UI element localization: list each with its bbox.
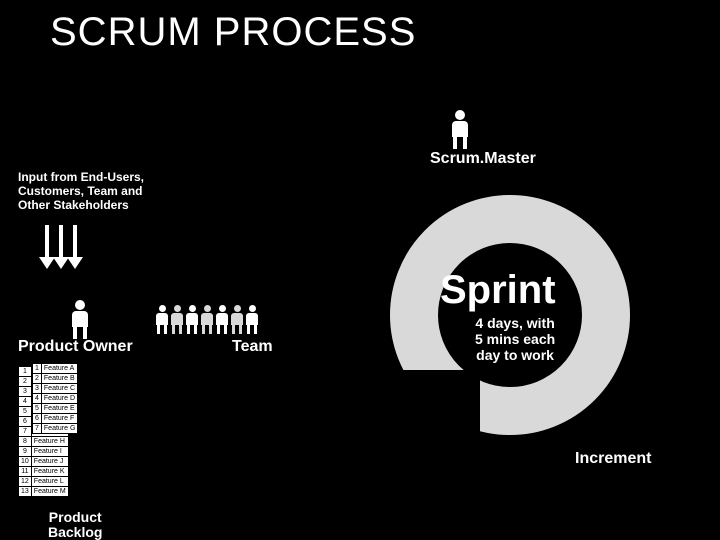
team-member-icon — [170, 305, 184, 335]
sprint-sub-line2: 5 mins each — [475, 331, 555, 347]
arrow-down-icon — [45, 225, 49, 257]
sprint-gap — [380, 370, 480, 450]
team-member-icon — [185, 305, 199, 335]
pb-label-line1: Product — [49, 509, 102, 525]
table-row: 9Feature I — [19, 447, 69, 457]
scrummaster-label: Scrum.Master — [430, 150, 536, 168]
product-backlog-label: Product Backlog — [48, 510, 102, 540]
team-member-icon — [245, 305, 259, 335]
sprint-label: Sprint — [440, 268, 556, 313]
table-row: 12Feature L — [19, 477, 69, 487]
table-row: 8Feature H — [19, 437, 69, 447]
input-arrows — [45, 225, 77, 257]
sprint-sub-line3: day to work — [476, 347, 554, 363]
input-line1: Input from End-Users, — [18, 170, 144, 184]
team-group — [155, 305, 259, 335]
arrow-down-icon — [73, 225, 77, 257]
sprint-sub-line1: 4 days, with — [475, 315, 554, 331]
sprint-sublabel: 4 days, with 5 mins each day to work — [475, 315, 555, 363]
increment-label: Increment — [575, 450, 651, 468]
table-row: 5Feature E — [33, 404, 78, 414]
product-owner-label: Product Owner — [18, 338, 133, 356]
table-row: 4Feature D — [33, 394, 78, 404]
team-member-icon — [155, 305, 169, 335]
table-row: 7Feature G — [33, 424, 78, 434]
product-owner-icon — [70, 300, 90, 340]
table-row: 3Feature C — [33, 384, 78, 394]
team-member-icon — [230, 305, 244, 335]
table-row: 11Feature K — [19, 467, 69, 477]
table-row: 6Feature F — [33, 414, 78, 424]
input-line2: Customers, Team and — [18, 184, 142, 198]
backlog-table-front: 1Feature A2Feature B3Feature C4Feature D… — [32, 363, 78, 434]
team-label: Team — [232, 338, 273, 356]
pb-label-line2: Backlog — [48, 524, 102, 540]
page-title: SCRUM PROCESS — [50, 10, 416, 55]
arrow-down-icon — [59, 225, 63, 257]
table-row: 13Feature M — [19, 487, 69, 497]
team-member-icon — [215, 305, 229, 335]
table-row: 2Feature B — [33, 374, 78, 384]
table-row: 10Feature J — [19, 457, 69, 467]
team-member-icon — [200, 305, 214, 335]
input-label: Input from End-Users, Customers, Team an… — [18, 170, 144, 212]
table-row: 1Feature A — [33, 364, 78, 374]
scrummaster-icon — [450, 110, 470, 150]
input-line3: Other Stakeholders — [18, 198, 129, 212]
